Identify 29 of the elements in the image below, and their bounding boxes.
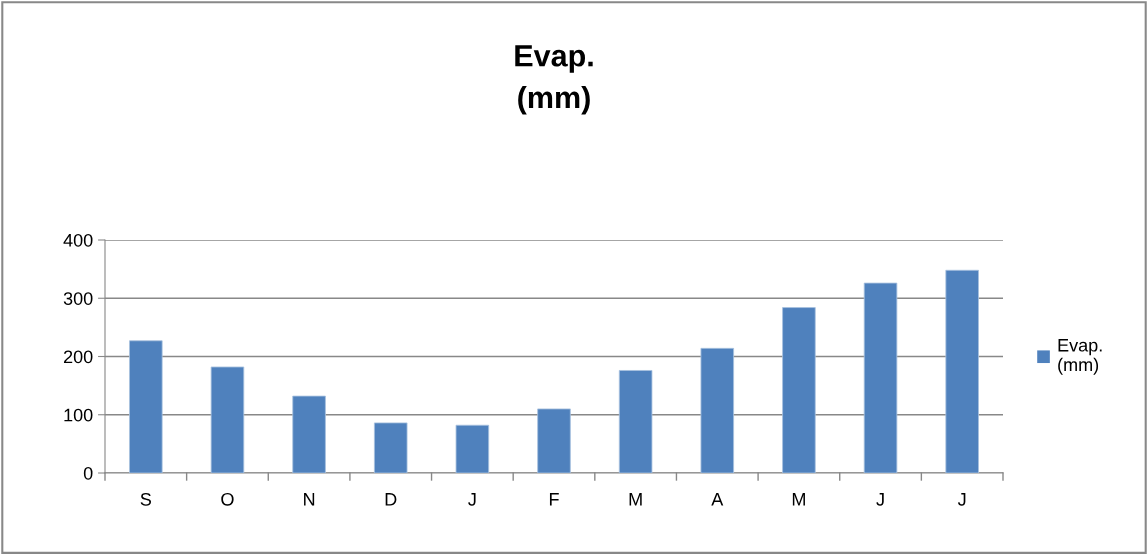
- y-tick-label: 400: [63, 233, 93, 247]
- bar: [782, 307, 816, 473]
- bar: [455, 424, 490, 473]
- y-tick-label: 200: [63, 350, 93, 364]
- y-tick-label: 100: [64, 408, 93, 422]
- x-tick-label: A: [711, 493, 724, 506]
- bar: [537, 408, 571, 473]
- bar: [945, 269, 979, 473]
- x-tick-label: O: [221, 492, 234, 506]
- bar: [863, 282, 898, 473]
- x-tick-label: M: [629, 493, 642, 506]
- x-tick-label: D: [385, 493, 397, 506]
- x-tick-label: N: [304, 493, 315, 506]
- bar: [618, 370, 653, 473]
- x-tick-label: J: [876, 493, 884, 506]
- bar: [373, 422, 408, 473]
- bar: [292, 395, 326, 473]
- x-tick-label: S: [140, 492, 152, 506]
- y-tick-label: 300: [63, 292, 93, 305]
- chart-title: Evap. (mm): [515, 45, 593, 115]
- x-tick-label: J: [468, 493, 476, 506]
- x-tick-label: J: [957, 493, 966, 506]
- x-tick-label: F: [549, 493, 559, 506]
- bar: [210, 366, 245, 473]
- x-tick-label: M: [792, 493, 805, 506]
- bar: [700, 347, 735, 473]
- bar: [129, 340, 163, 473]
- y-tick-label: 0: [83, 466, 93, 480]
- legend-label: Evap. (mm): [1058, 339, 1102, 375]
